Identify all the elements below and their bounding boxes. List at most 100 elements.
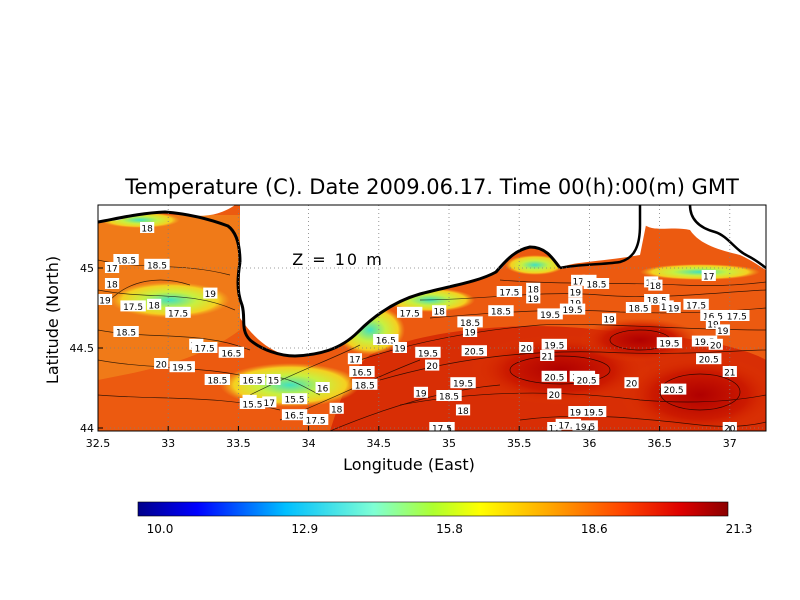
contour-label: 19 — [413, 386, 429, 399]
contour-label-box — [462, 326, 478, 337]
contour-label-text: 20 — [426, 362, 438, 372]
grid-lines — [98, 205, 766, 431]
contour-label-box — [555, 418, 582, 430]
colorbar-tick-labels: 10.0 12.9 15.8 18.6 21.3 — [147, 522, 753, 536]
contour-label: 17.5 — [724, 310, 750, 323]
contour-label-text: 19.5 — [575, 423, 595, 433]
contour-label-text: 17 — [349, 356, 360, 366]
colorbar-tick-label: 21.3 — [726, 522, 753, 536]
contour-label-text: 19 — [570, 409, 582, 419]
contour-label-box — [488, 305, 514, 317]
contour-label-box — [165, 306, 191, 318]
contour-label-box — [98, 294, 113, 305]
contour-label: 18.5 — [352, 378, 378, 391]
contour-label-box — [656, 337, 683, 349]
contour-label-text: 20 — [520, 345, 532, 355]
contour-label-text: 19 — [668, 305, 680, 315]
contour-label-box — [315, 382, 330, 393]
contour-label-box — [568, 406, 583, 417]
contour-label-box — [625, 302, 652, 313]
contour-label-box — [113, 254, 139, 265]
contour-label-text: 18 — [331, 405, 343, 415]
plot-frame — [97, 204, 767, 432]
contour-label-box — [568, 297, 583, 309]
contour-label: 17 — [262, 396, 277, 409]
contour-label: 16.5 — [281, 409, 308, 422]
coastline-east — [559, 205, 642, 270]
contour-label-text: 18.5 — [116, 257, 136, 267]
contour-label-text: 19 — [603, 316, 615, 326]
contour-label-text: 17 — [572, 277, 583, 287]
contour-label: 19 — [666, 302, 681, 315]
contour-label: 16.5 — [239, 374, 266, 387]
contour-label: 17.5 — [165, 306, 191, 319]
contour-label: 15 — [266, 374, 281, 387]
contour-label: 18.5 — [644, 294, 670, 307]
contour-label-box — [396, 306, 423, 318]
contour-label-text: 18 — [148, 301, 160, 311]
contour-label-text: 18 — [141, 225, 153, 235]
contour-label-box — [147, 298, 162, 310]
contour-label-text: 16.5 — [376, 337, 396, 347]
contour-label-box — [281, 409, 308, 421]
contour-label: 19.5 — [541, 338, 567, 351]
contour-label-text: 17.5 — [168, 309, 188, 319]
contour-label-box — [203, 287, 218, 299]
contour-label-box — [708, 338, 723, 350]
contour-label: 15.5 — [239, 398, 266, 411]
contour-label-text: 17 — [549, 425, 560, 435]
contour-label-box — [691, 335, 718, 347]
contour-label: 18 — [455, 404, 471, 417]
contour-label-text: 18.5 — [147, 261, 167, 271]
contour-label: 18 — [147, 298, 162, 311]
contour-label-text: 17.5 — [432, 425, 452, 435]
contour-label-box — [104, 262, 120, 273]
x-tick-label: 35 — [442, 437, 456, 450]
contour-label-text: 19 — [464, 329, 476, 339]
contour-label-text: 18.5 — [116, 329, 136, 339]
contour-label: 18.5 — [144, 258, 170, 271]
contour-label-text: 18 — [457, 407, 469, 417]
contour-label: 19 — [715, 324, 730, 337]
contour-label-box — [113, 326, 139, 337]
contour-label-text: 17.5 — [306, 417, 326, 427]
coastline-caucasus — [688, 205, 766, 269]
contour-label-text: 18 — [650, 282, 662, 292]
contour-label: 19.5 — [537, 308, 563, 321]
contour-label-box — [568, 286, 583, 297]
contour-label-box — [192, 342, 218, 353]
contour-label: 17.5 — [120, 300, 146, 313]
contour-label-text: 19.5 — [544, 341, 564, 351]
x-tick-label: 33 — [161, 437, 175, 450]
y-axis-label: Latitude (North) — [43, 256, 62, 384]
x-tick-label: 36 — [582, 437, 596, 450]
contour-label-box — [413, 386, 429, 398]
contour-label-text: 19 — [415, 389, 427, 399]
contour-label-box — [541, 370, 567, 382]
contour-label: 18 — [104, 278, 120, 291]
contour-label: 19.5 — [450, 377, 476, 390]
contour-label-box — [696, 353, 722, 365]
contour-label-box — [425, 359, 440, 371]
contour-label-text: 15.5 — [242, 401, 262, 411]
contour-label-text: 16.5 — [703, 313, 723, 323]
contour-label: 16.5 — [349, 366, 375, 379]
contour-label: 16.5 — [700, 310, 726, 323]
contour-label-text: 19 — [99, 297, 111, 307]
contour-label-box — [281, 393, 308, 405]
contour-label: 18.5 — [583, 278, 610, 291]
contour-label-text: 18 — [106, 281, 118, 291]
contour-label-box — [239, 398, 266, 409]
colorbar-tick-label: 10.0 — [147, 522, 174, 536]
contour-label-box — [705, 318, 721, 329]
contour-label-text: 19.5 — [584, 409, 604, 419]
contour-label-text: 16.5 — [352, 369, 372, 379]
contour-label: 17.5 — [429, 422, 455, 435]
contour-label-text: 19.5 — [659, 340, 679, 350]
contour-label: 20.5 — [696, 353, 722, 366]
contour-label-box — [262, 396, 277, 408]
contour-label-box — [455, 404, 471, 416]
contour-label-text: 20.5 — [577, 377, 597, 387]
contour-label: 20.5 — [541, 370, 567, 383]
